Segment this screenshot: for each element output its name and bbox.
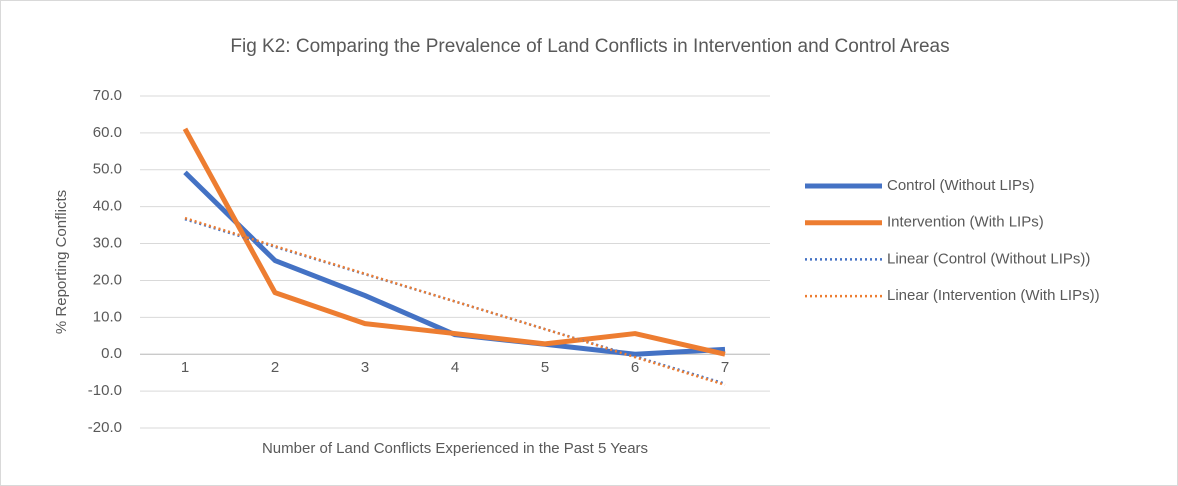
- chart-title: Fig K2: Comparing the Prevalence of Land…: [230, 36, 949, 57]
- x-tick-label: 4: [451, 359, 459, 376]
- y-tick-label: -10.0: [88, 382, 122, 399]
- legend-label: Intervention (With LIPs): [887, 214, 1044, 231]
- y-tick-label: 10.0: [93, 308, 122, 325]
- legend-label: Control (Without LIPs): [887, 177, 1035, 194]
- x-tick-label: 5: [541, 359, 549, 376]
- y-tick-label: 20.0: [93, 271, 122, 288]
- series-line: [182, 127, 726, 357]
- legend-label: Linear (Control (Without LIPs)): [887, 250, 1090, 267]
- y-axis-title: % Reporting Conflicts: [53, 190, 70, 334]
- x-tick-label: 2: [271, 359, 279, 376]
- y-tick-label: 60.0: [93, 124, 122, 141]
- x-tick-label: 6: [631, 359, 639, 376]
- y-tick-label: 50.0: [93, 161, 122, 178]
- trend-line: [184, 216, 726, 387]
- y-tick-label: 0.0: [101, 345, 122, 362]
- y-tick-label: 70.0: [93, 87, 122, 104]
- x-axis-title: Number of Land Conflicts Experienced in …: [262, 440, 648, 457]
- x-tick-label: 3: [361, 359, 369, 376]
- legend-label: Linear (Intervention (With LIPs)): [887, 287, 1100, 304]
- y-tick-label: 40.0: [93, 198, 122, 215]
- y-tick-label: -20.0: [88, 419, 122, 436]
- x-tick-label: 1: [181, 359, 189, 376]
- x-tick-label: 7: [721, 359, 729, 376]
- y-tick-label: 30.0: [93, 235, 122, 252]
